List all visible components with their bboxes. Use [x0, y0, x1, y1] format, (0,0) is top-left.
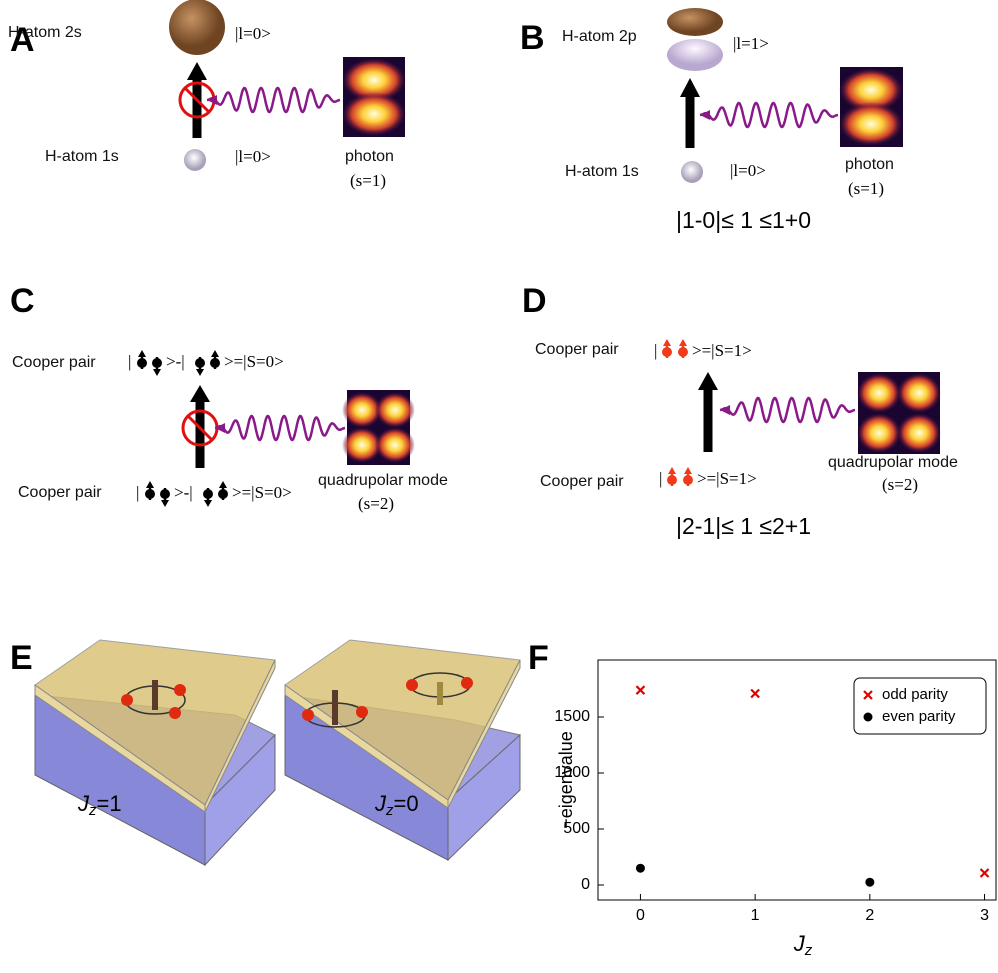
y-tick-label: 1000: [554, 764, 590, 781]
mode-lobe: [375, 427, 415, 463]
source-label: photon: [845, 156, 894, 173]
y-tick-label: 1500: [554, 708, 590, 725]
ket: >=|S=0>: [224, 352, 284, 371]
caption: Jz=1: [77, 791, 122, 819]
selection-rule: |1-0|≤ 1 ≤1+0: [676, 207, 811, 233]
state-label: Cooper pair: [535, 341, 619, 358]
ket: >=|S=1>: [697, 469, 757, 488]
state-label: H-atom 2p: [562, 28, 637, 45]
mode-lobe: [857, 413, 901, 453]
mode-lobe: [839, 102, 903, 146]
spin-up: [210, 350, 220, 369]
x-tick-label: 2: [865, 907, 874, 924]
spin-down: [203, 488, 213, 507]
x-tick-label: 1: [751, 907, 760, 924]
selection-rule: |2-1|≤ 1 ≤2+1: [676, 513, 811, 539]
photon-head: [700, 110, 710, 120]
source-label: quadrupolar mode: [318, 472, 448, 489]
caption-rest: =0: [394, 791, 419, 816]
spin-down: [152, 357, 162, 376]
ket: >-|: [174, 483, 193, 502]
arrow-head: [190, 385, 210, 402]
photon-head: [720, 405, 730, 415]
ket: |l=1>: [733, 34, 769, 53]
spin-up: [218, 481, 228, 500]
marker: [865, 878, 874, 887]
x-tick-label: 0: [636, 907, 645, 924]
mode-lobe: [342, 92, 406, 136]
ket: |l=0>: [235, 24, 271, 43]
x-axis-sub: z: [804, 942, 813, 959]
ket: >=|S=1>: [692, 341, 752, 360]
marker: [751, 689, 759, 697]
orbital: [667, 39, 723, 71]
figure: A H-atom 2s |l=0> H-atom 1s |l=0> photon…: [0, 0, 998, 968]
photon-wave: [720, 398, 855, 422]
caption: Jz=0: [374, 791, 419, 819]
arrow-head: [187, 62, 207, 80]
spin-label: (s=2): [358, 494, 394, 513]
ket: |l=0>: [235, 147, 271, 166]
marker: [981, 869, 989, 877]
y-tick-label: 0: [581, 876, 590, 893]
spin-label: (s=1): [350, 171, 386, 190]
ket: |: [136, 483, 139, 502]
spin-up: [662, 339, 672, 358]
slab-illustration: [35, 640, 275, 865]
spin-up: [667, 467, 677, 486]
plot-area: 0 500 1000 1500 0 1 2 3 odd parity even parity: [554, 678, 989, 924]
arrow-head: [698, 372, 718, 390]
photon-head: [207, 95, 217, 105]
arrow-head: [680, 78, 700, 97]
ket: >-|: [166, 352, 185, 371]
x-axis-label: Jz: [793, 931, 813, 959]
source-label: photon: [345, 148, 394, 165]
panel-label: F: [528, 639, 549, 677]
marker: [636, 864, 645, 873]
orbital: [169, 0, 225, 55]
mode-lobe: [897, 413, 941, 453]
spin-up: [678, 339, 688, 358]
panel-label: D: [522, 282, 547, 320]
source-label: quadrupolar mode: [828, 454, 958, 471]
marker: [636, 686, 644, 694]
mode-lobe: [375, 392, 415, 428]
ket: >=|S=0>: [232, 483, 292, 502]
spin-up: [683, 467, 693, 486]
legend-label: odd parity: [882, 686, 948, 703]
mode-lobe: [857, 373, 901, 413]
state-label: Cooper pair: [12, 354, 96, 371]
state-label: Cooper pair: [540, 473, 624, 490]
photon-wave: [700, 103, 838, 127]
panel-label: C: [10, 282, 35, 320]
spin-label: (s=2): [882, 475, 918, 494]
legend-marker: [864, 713, 873, 722]
y-tick-label: 500: [563, 820, 590, 837]
spin-down: [160, 488, 170, 507]
mode-lobe: [897, 373, 941, 413]
panel-label: B: [520, 19, 545, 57]
spin-label: (s=1): [848, 179, 884, 198]
slab-illustration: [285, 640, 520, 860]
photon-wave: [207, 88, 340, 112]
state-label: H-atom 1s: [565, 163, 639, 180]
spin-up: [145, 481, 155, 500]
caption-rest: =1: [97, 791, 122, 816]
state-label: H-atom 1s: [45, 148, 119, 165]
ket: |: [128, 352, 131, 371]
panel-label: E: [10, 639, 33, 677]
orbital: [184, 149, 206, 171]
ket: |: [659, 469, 662, 488]
ket: |l=0>: [730, 161, 766, 180]
state-label: Cooper pair: [18, 484, 102, 501]
legend-label: even parity: [882, 708, 956, 725]
photon-wave: [215, 416, 345, 440]
spin-down: [195, 357, 205, 376]
state-label: H-atom 2s: [8, 24, 82, 41]
ket: |: [654, 341, 657, 360]
x-tick-label: 3: [980, 907, 989, 924]
orbital: [667, 8, 723, 36]
spin-up: [137, 350, 147, 369]
orbital: [681, 161, 703, 183]
